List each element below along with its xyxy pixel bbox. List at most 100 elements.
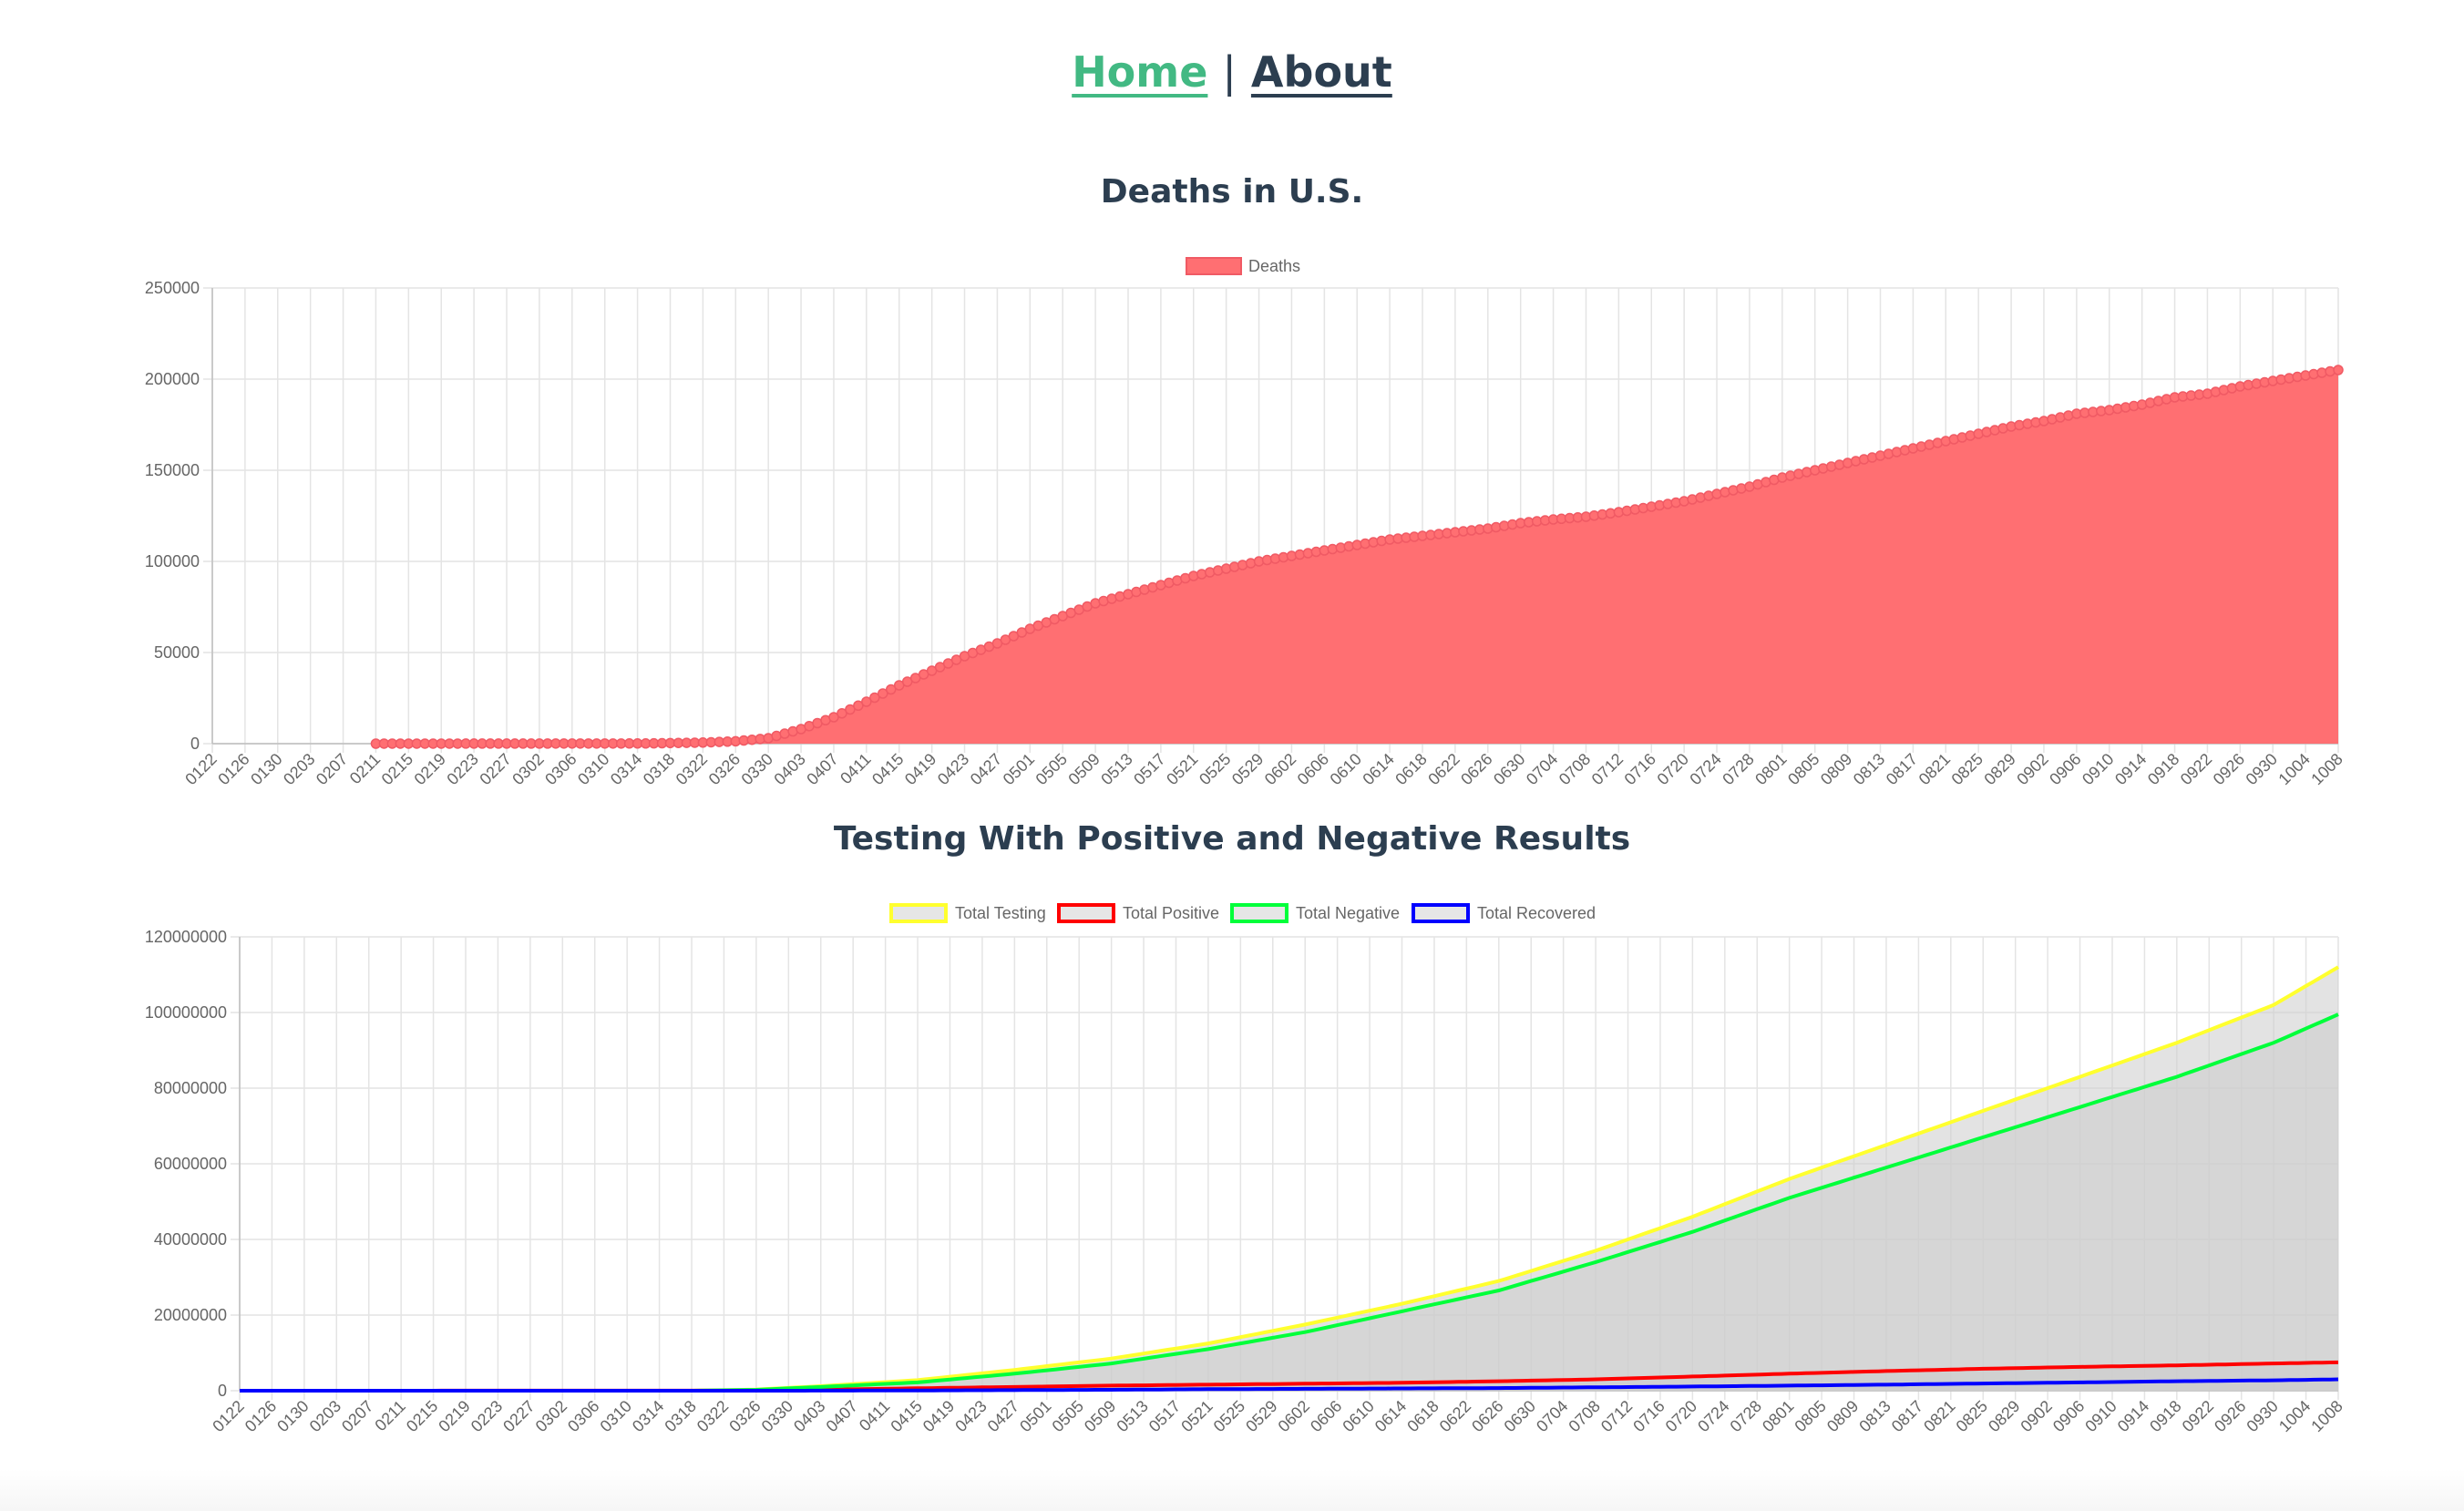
x-tick-label: 0330 [758, 1397, 796, 1435]
x-tick-label: 0610 [1339, 1397, 1377, 1435]
legend-swatch-total-negative[interactable] [1230, 903, 1288, 923]
x-tick-label: 0306 [541, 750, 580, 788]
x-tick-label: 0403 [770, 750, 808, 788]
x-tick-label: 0813 [1850, 750, 1888, 788]
x-tick-label: 0407 [803, 750, 841, 788]
x-tick-label: 0801 [1759, 1397, 1797, 1435]
x-tick-label: 0708 [1565, 1397, 1603, 1435]
legend-label-total-recovered[interactable]: Total Recovered [1477, 904, 1596, 922]
x-tick-label: 0517 [1130, 750, 1168, 788]
y-tick-label: 200000 [145, 370, 200, 388]
legend-swatch-total-testing[interactable] [889, 903, 948, 923]
x-tick-label: 0902 [2017, 1397, 2055, 1435]
x-tick-label: 0505 [1049, 1397, 1087, 1435]
x-tick-label: 0708 [1555, 750, 1594, 788]
x-tick-label: 0423 [934, 750, 972, 788]
legend-swatch-total-recovered[interactable] [1412, 903, 1470, 923]
y-tick-label: 100000000 [145, 1003, 227, 1022]
x-tick-label: 0322 [693, 1397, 732, 1435]
x-tick-label: 0415 [887, 1397, 925, 1435]
y-tick-label: 80000000 [154, 1079, 227, 1097]
x-tick-label: 0509 [1064, 750, 1103, 788]
y-tick-label: 150000 [145, 461, 200, 479]
nav-about-link[interactable]: About [1250, 47, 1392, 97]
x-tick-label: 0411 [837, 750, 875, 788]
x-tick-label: 0801 [1751, 750, 1790, 788]
x-tick-label: 0918 [2144, 750, 2182, 788]
x-tick-label: 0902 [2013, 750, 2051, 788]
x-tick-label: 0728 [1727, 1397, 1765, 1435]
x-tick-label: 0926 [2210, 750, 2248, 788]
x-tick-label: 0728 [1719, 750, 1757, 788]
deaths-point[interactable] [878, 688, 888, 699]
x-tick-label: 0122 [209, 1397, 247, 1435]
x-tick-label: 0302 [532, 1397, 570, 1435]
legend-label-total-negative[interactable]: Total Negative [1296, 904, 1400, 922]
x-tick-label: 0423 [951, 1397, 990, 1435]
x-tick-label: 0809 [1823, 1397, 1862, 1435]
x-tick-label: 0411 [856, 1397, 894, 1435]
deaths-point[interactable] [869, 692, 880, 704]
x-tick-label: 0922 [2177, 750, 2215, 788]
legend-label-total-testing[interactable]: Total Testing [955, 904, 1046, 922]
deaths-point[interactable] [861, 696, 872, 707]
x-tick-label: 0930 [2243, 1397, 2282, 1435]
x-tick-label: 0704 [1523, 750, 1561, 788]
legend-swatch-deaths[interactable] [1186, 257, 1242, 275]
x-tick-label: 0415 [868, 750, 907, 788]
x-tick-label: 0724 [1686, 750, 1724, 788]
deaths-points [370, 365, 2344, 749]
deaths-point[interactable] [845, 704, 856, 715]
x-tick-label: 0602 [1275, 1397, 1313, 1435]
x-tick-label: 0207 [338, 1397, 376, 1435]
x-tick-label: 0614 [1359, 750, 1397, 788]
x-tick-label: 0219 [411, 750, 449, 788]
x-tick-label: 0501 [1000, 750, 1038, 788]
x-tick-label: 0419 [919, 1397, 958, 1435]
x-tick-label: 0906 [2049, 1397, 2088, 1435]
x-tick-label: 0203 [280, 750, 318, 788]
legend-label-deaths[interactable]: Deaths [1248, 257, 1300, 275]
x-tick-label: 0223 [444, 750, 482, 788]
x-tick-label: 0219 [435, 1397, 473, 1435]
x-tick-label: 0626 [1468, 1397, 1506, 1435]
x-tick-label: 0930 [2243, 750, 2281, 788]
x-tick-label: 0825 [1953, 1397, 1991, 1435]
x-tick-label: 0207 [313, 750, 351, 788]
deaths-chart-title: Deaths in U.S. [1100, 173, 1364, 211]
x-tick-label: 0521 [1177, 1397, 1216, 1435]
x-tick-label: 0525 [1196, 750, 1234, 788]
x-tick-label: 0610 [1327, 750, 1365, 788]
x-tick-label: 0517 [1145, 1397, 1184, 1435]
x-tick-label: 0825 [1948, 750, 1987, 788]
deaths-point[interactable] [853, 700, 864, 711]
deaths-point[interactable] [2333, 365, 2344, 375]
nav-home-link[interactable]: Home [1072, 47, 1208, 97]
y-tick-label: 40000000 [154, 1230, 227, 1249]
x-tick-label: 0126 [214, 750, 252, 788]
y-tick-label: 0 [190, 735, 200, 753]
x-tick-label: 0513 [1113, 1397, 1151, 1435]
x-tick-label: 0130 [247, 750, 285, 788]
x-tick-label: 0805 [1784, 750, 1822, 788]
deaths-point[interactable] [886, 684, 897, 695]
x-tick-label: 0817 [1888, 1397, 1926, 1435]
testing-chart: 120000000 100000000 80000000 60000000 400000… [145, 903, 2346, 1435]
deaths-point[interactable] [837, 708, 847, 719]
y-tick-label: 120000000 [145, 928, 227, 946]
legend-label-total-positive[interactable]: Total Positive [1123, 904, 1219, 922]
deaths-point[interactable] [828, 712, 839, 723]
total-recovered-area [240, 1379, 2338, 1391]
x-tick-label: 0821 [1920, 1397, 1958, 1435]
legend-swatch-total-positive[interactable] [1057, 903, 1115, 923]
x-tick-label: 0427 [967, 750, 1005, 788]
x-tick-label: 0529 [1242, 1397, 1280, 1435]
x-tick-label: 0716 [1621, 750, 1659, 788]
x-tick-label: 0302 [508, 750, 547, 788]
nav-separator: | [1222, 47, 1237, 97]
x-tick-label: 0215 [403, 1397, 441, 1435]
x-tick-label: 0618 [1391, 750, 1430, 788]
x-tick-label: 0626 [1457, 750, 1495, 788]
x-tick-label: 0306 [564, 1397, 602, 1435]
x-tick-label: 0606 [1307, 1397, 1345, 1435]
